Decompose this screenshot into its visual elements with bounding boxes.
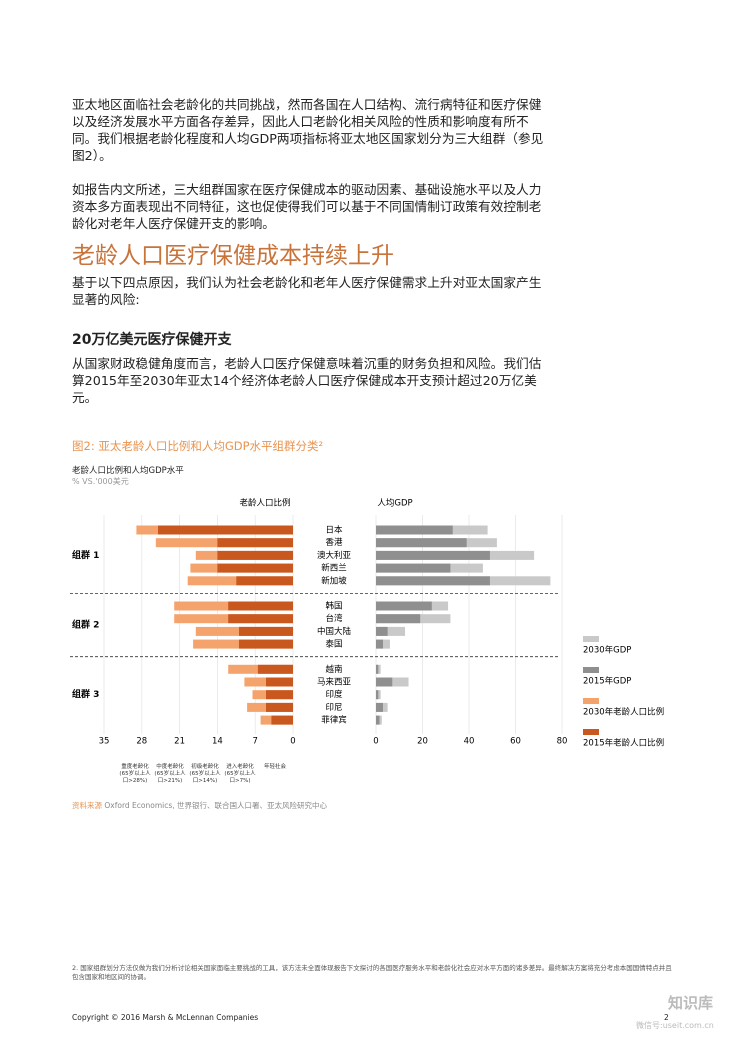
x2-tick-label: 80: [557, 737, 568, 747]
bar: [266, 702, 293, 712]
category-label: 新加坡: [321, 575, 347, 586]
legend-swatch: [583, 698, 599, 704]
bar: [376, 664, 379, 674]
heading: 老龄人口医疗保健成本持续上升: [72, 243, 394, 269]
bar: [376, 626, 388, 636]
bar: [239, 639, 293, 649]
category-label: 澳大利亚: [317, 550, 352, 561]
category-label: 泰国: [325, 639, 342, 650]
paragraph: 从国家财政稳健角度而言，老龄人口医疗保健意味着沉重的财务负担和风险。我们估算20…: [72, 356, 542, 405]
stage-label: 年轻社会: [263, 764, 286, 770]
legend-label: 2015年GDP: [583, 676, 631, 687]
legend-label: 2030年GDP: [583, 645, 631, 656]
figure-unit: % VS.'000美元: [72, 477, 129, 486]
bar: [228, 614, 293, 624]
bar: [376, 538, 467, 548]
bar: [271, 715, 293, 725]
x-tick-label: 14: [212, 737, 223, 747]
bar: [257, 664, 293, 674]
bar: [376, 690, 379, 700]
legend-label: 2030年老龄人口比例: [583, 707, 664, 718]
paragraph: 亚太地区面临社会老龄化的共同挑战，然而各国在人口结构、流行病特征和医疗保健以及经…: [72, 97, 544, 163]
subheading: 20万亿美元医疗保健开支: [72, 332, 232, 348]
bar: [217, 538, 293, 548]
bar: [217, 563, 293, 573]
stage-label: 中度老龄化 (65岁以上人口>21%): [154, 764, 186, 784]
bar: [376, 601, 432, 611]
bar: [376, 614, 421, 624]
category-label: 日本: [325, 525, 343, 536]
category-label: 韩国: [325, 601, 342, 612]
legend-label: 2015年老龄人口比例: [583, 738, 664, 749]
source-text: Oxford Economics, 世界银行、联合国人口署、亚太风险研究中心: [104, 801, 328, 810]
stage-label: 进入老龄化 (65岁以上人口>7%): [224, 764, 256, 784]
bar: [376, 550, 490, 560]
category-label: 菲律宾: [321, 715, 347, 726]
x-tick-label: 21: [174, 737, 185, 747]
x-tick-label: 0: [290, 737, 295, 747]
page-number: 2: [664, 1013, 669, 1022]
bar: [376, 525, 453, 535]
category-label: 印尼: [325, 702, 342, 713]
watermark: 微信号:useit.com.cn: [636, 1021, 714, 1030]
axis-title: 人均GDP: [377, 498, 412, 509]
category-label: 越南: [325, 664, 342, 675]
category-label: 台湾: [325, 613, 343, 624]
category-label: 印度: [325, 689, 343, 700]
category-label: 新西兰: [321, 563, 347, 574]
x2-tick-label: 20: [417, 737, 428, 747]
copyright: Copyright © 2016 Marsh & McLennan Compan…: [72, 1013, 259, 1022]
bar: [236, 576, 293, 586]
category-label: 香港: [325, 537, 343, 548]
group-label: 组群 2: [72, 619, 99, 631]
footnote: 2. 国家组群划分方法仅做为我们分析讨论相关国家面临主要挑战的工具，该方法未全面…: [72, 964, 672, 981]
bar: [217, 550, 293, 560]
bar: [376, 702, 383, 712]
bar: [239, 626, 293, 636]
bar: [376, 715, 380, 725]
x-tick-label: 7: [252, 737, 257, 747]
bar: [158, 525, 293, 535]
bar: [376, 626, 406, 636]
x-tick-label: 35: [99, 737, 110, 747]
legend-swatch: [583, 729, 599, 735]
category-label: 中国大陆: [317, 626, 352, 637]
x2-tick-label: 0: [373, 737, 378, 747]
group-label: 组群 1: [72, 549, 99, 561]
x2-tick-label: 40: [464, 737, 475, 747]
bar: [376, 677, 393, 687]
axis-title: 老龄人口比例: [239, 498, 290, 509]
group-label: 组群 3: [72, 688, 99, 700]
legend-swatch: [583, 667, 599, 673]
legend-swatch: [583, 636, 599, 642]
x2-tick-label: 60: [510, 737, 521, 747]
bar: [376, 576, 490, 586]
paragraph: 基于以下四点原因，我们认为社会老龄化和老年人医疗保健需求上升对亚太国家产生显著的…: [72, 275, 542, 307]
bar: [266, 677, 293, 687]
figure-title: 图2: 亚太老龄人口比例和人均GDP水平组群分类²: [72, 439, 324, 453]
x-tick-label: 28: [136, 737, 147, 747]
figure-subtitle: 老龄人口比例和人均GDP水平: [72, 466, 184, 476]
bar: [376, 563, 451, 573]
category-label: 马来西亚: [317, 678, 352, 688]
source-label: 资料来源: [72, 801, 102, 810]
bar: [228, 601, 293, 611]
watermark: 知识库: [668, 994, 714, 1012]
bar: [266, 690, 293, 700]
paragraph: 如报告内文所述，三大组群国家在医疗保健成本的驱动因素、基础设施水平以及人力资本多…: [72, 182, 542, 231]
stage-label: 重度老龄化 (65岁以上人口>28%): [119, 764, 151, 784]
source: 资料来源 Oxford Economics, 世界银行、联合国人口署、亚太风险研…: [72, 800, 327, 811]
bar: [376, 639, 383, 649]
stage-label: 初级老龄化 (65岁以上人口>14%): [189, 764, 221, 784]
